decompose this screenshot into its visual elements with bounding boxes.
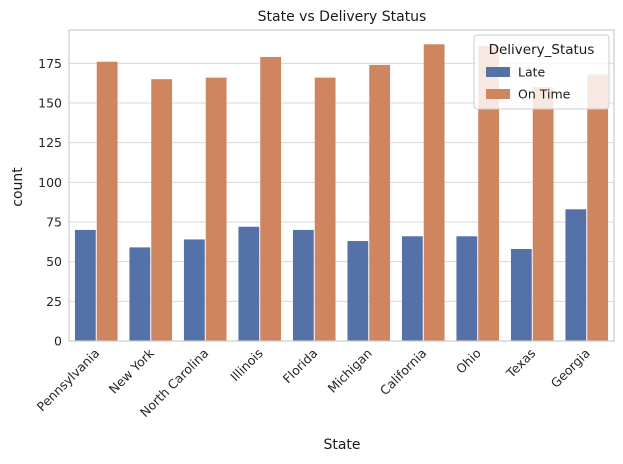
plot-frame	[68, 29, 615, 342]
y-tick-label: 100	[38, 175, 62, 190]
bar-on-time	[96, 61, 118, 342]
bar-late	[183, 239, 205, 341]
bar-late	[129, 247, 151, 341]
bar-late	[347, 241, 369, 341]
y-tick-label: 0	[54, 334, 62, 349]
x-tick-label: Texas	[503, 346, 539, 382]
bar-late	[456, 236, 478, 341]
bar-on-time	[478, 45, 500, 342]
bar-late	[74, 229, 96, 341]
x-tick-label: New York	[106, 345, 158, 397]
bar-on-time	[587, 74, 609, 341]
bar-late	[401, 236, 423, 341]
bar-on-time	[532, 87, 554, 341]
y-tick-label: 75	[46, 214, 62, 229]
y-tick-label: 50	[46, 254, 62, 269]
bar-late	[565, 209, 587, 341]
legend-title: Delivery_Status	[489, 42, 595, 58]
x-tick-label: Florida	[280, 346, 321, 387]
bar-on-time	[260, 56, 282, 342]
x-tick-label: Illinois	[227, 346, 266, 385]
x-tick-label: Michigan	[325, 346, 375, 396]
y-tick-label: 125	[38, 135, 62, 150]
x-tick-label: Pennsylvania	[34, 346, 103, 415]
bar-late	[238, 226, 260, 341]
bar-on-time	[314, 77, 336, 341]
y-tick-label: 175	[38, 56, 62, 71]
x-axis-label: State	[323, 437, 360, 453]
bar-on-time	[151, 79, 173, 341]
legend: Delivery_Status Late On Time	[473, 34, 610, 110]
bar-on-time	[423, 44, 445, 342]
bar-on-time	[205, 77, 227, 341]
bar-on-time	[369, 64, 391, 341]
y-axis-label: count	[10, 167, 26, 207]
legend-entry: On Time	[518, 87, 571, 102]
x-tick-label: Ohio	[453, 346, 484, 377]
legend-swatch	[486, 67, 510, 77]
chart-title: State vs Delivery Status	[258, 9, 427, 25]
legend-entry: Late	[518, 65, 546, 80]
y-tick-label: 25	[46, 294, 62, 309]
x-tick-label: California	[377, 346, 430, 399]
legend-swatch	[486, 89, 510, 99]
bar-late	[510, 248, 532, 341]
y-tick-label: 150	[38, 95, 62, 110]
bar-late	[292, 229, 314, 341]
x-tick-label: Georgia	[548, 346, 593, 391]
